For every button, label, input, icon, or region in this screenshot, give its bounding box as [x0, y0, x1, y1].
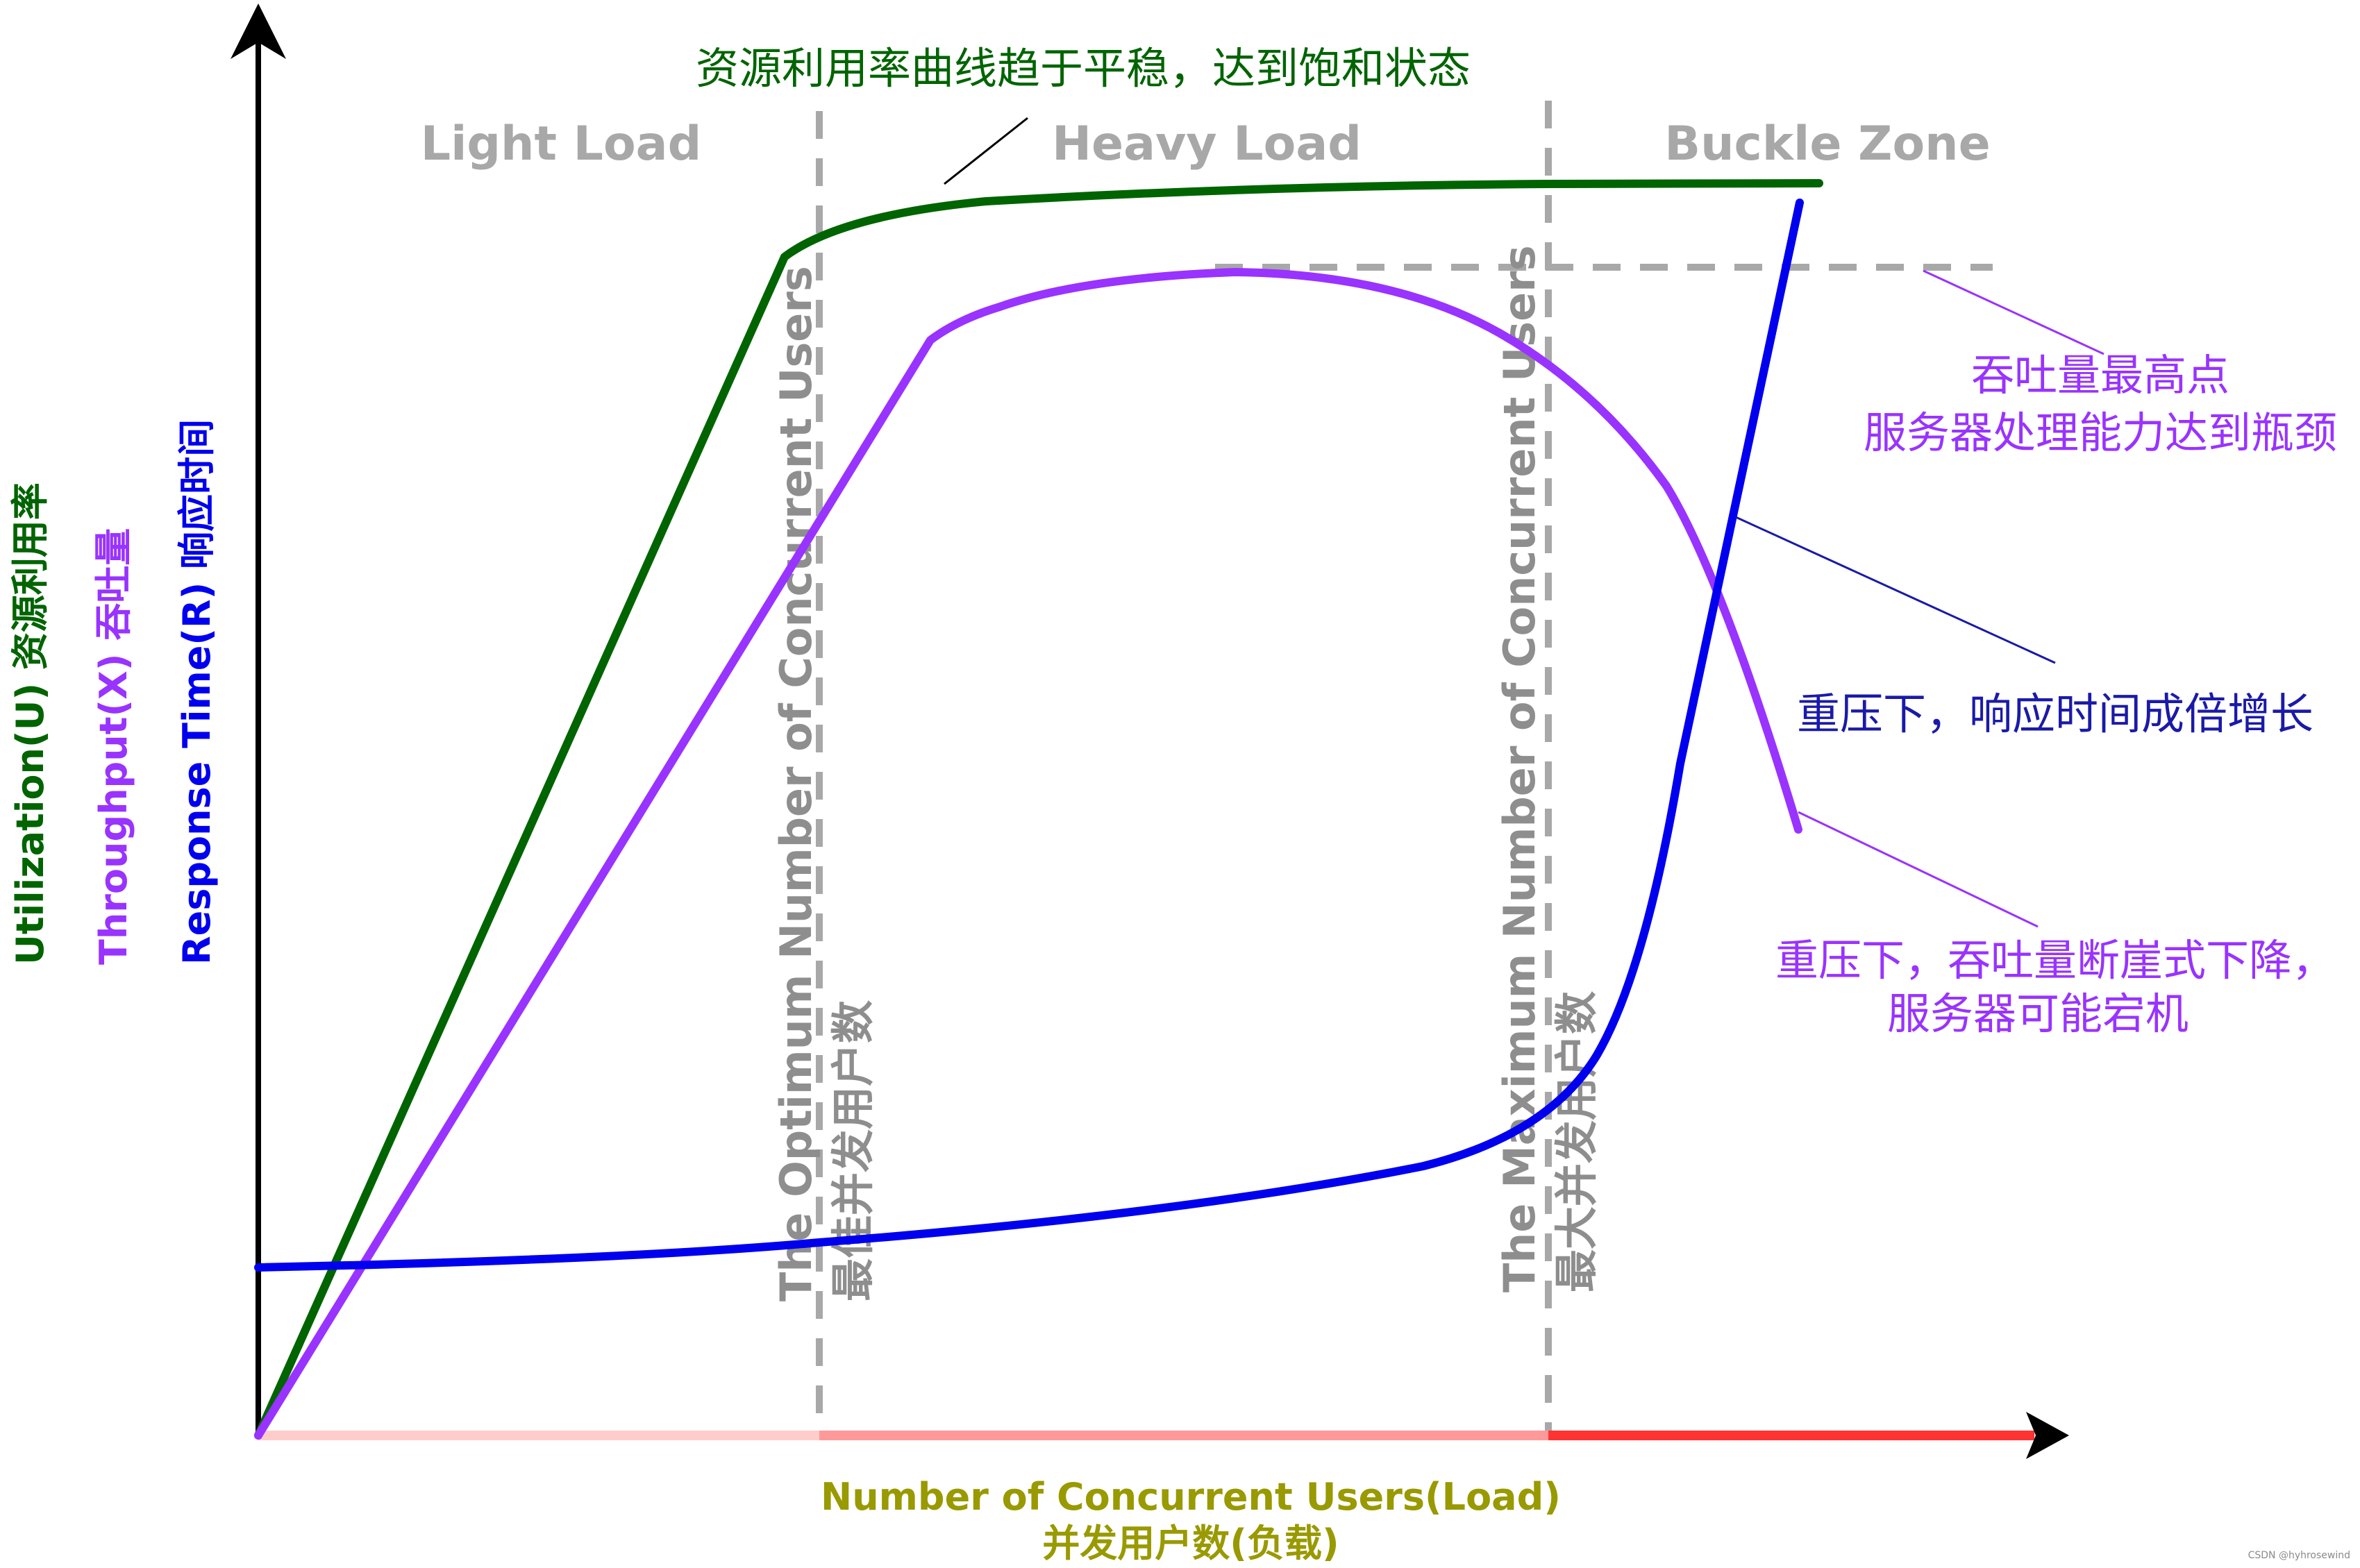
throughput-drop-annotation-leader: [1798, 811, 2039, 928]
utilization-curve: [254, 179, 1823, 1440]
optimum-users-label: The Optimum Number of Concurrent Users: [771, 266, 821, 1301]
maximum-users-label-cn: 最大并发用户数: [1551, 991, 1602, 1292]
x-title-line1: Number of Concurrent Users(Load): [821, 1475, 1561, 1519]
utilization-annotation-leader: [944, 117, 1028, 185]
utilization-plateau-annotation: 资源利用率曲线趋于平稳，达到饱和状态: [696, 43, 1471, 94]
optimum-users-label-en: The Optimum Number of Concurrent Users: [771, 266, 821, 1301]
y-title-utilization-group: Utilization(U) 资源利用率: [8, 482, 52, 965]
y-title-throughput: Throughput(X) 吞吐量: [92, 528, 135, 965]
throughput-drop-annotation-line2: 服务器可能宕机: [1887, 988, 2189, 1039]
zone-label-buckle-zone: Buckle Zone: [1664, 117, 1990, 171]
throughput-peak-annotation-leader: [1923, 269, 2104, 355]
y-title-response-group: Response Time(R) 响应时间: [175, 419, 219, 965]
y-title-utilization: Utilization(U) 资源利用率: [8, 482, 52, 965]
zone-label-light-load: Light Load: [421, 117, 702, 171]
maximum-users-label-cn-group: 最大并发用户数: [1551, 991, 1602, 1292]
response-growth-annotation-leader: [1735, 516, 2056, 664]
x-title-line2: 并发用户数(负载): [1042, 1521, 1339, 1565]
y-title-response-time: Response Time(R) 响应时间: [175, 419, 219, 965]
y-title-throughput-group: Throughput(X) 吞吐量: [92, 528, 135, 965]
response-growth-annotation: 重压下，响应时间成倍增长: [1797, 689, 2313, 739]
x-axis-arrowhead: [2026, 1412, 2069, 1459]
response-time-curve: [254, 199, 1804, 1272]
zone-label-heavy-load: Heavy Load: [1052, 117, 1362, 171]
optimum-users-label-cn-group: 最佳并发用户数: [828, 1000, 878, 1301]
throughput-peak-annotation-line2: 服务器处理能力达到瓶颈: [1864, 407, 2337, 458]
throughput-peak-annotation-line1: 吞吐量最高点: [1971, 350, 2229, 401]
optimum-users-label-cn: 最佳并发用户数: [828, 1000, 878, 1301]
throughput-drop-annotation-line1: 重压下，吞吐量断崖式下降，: [1775, 935, 2335, 986]
throughput-curve: [254, 268, 1802, 1440]
credit-watermark: CSDN @hyhrosewind: [2248, 1550, 2350, 1561]
